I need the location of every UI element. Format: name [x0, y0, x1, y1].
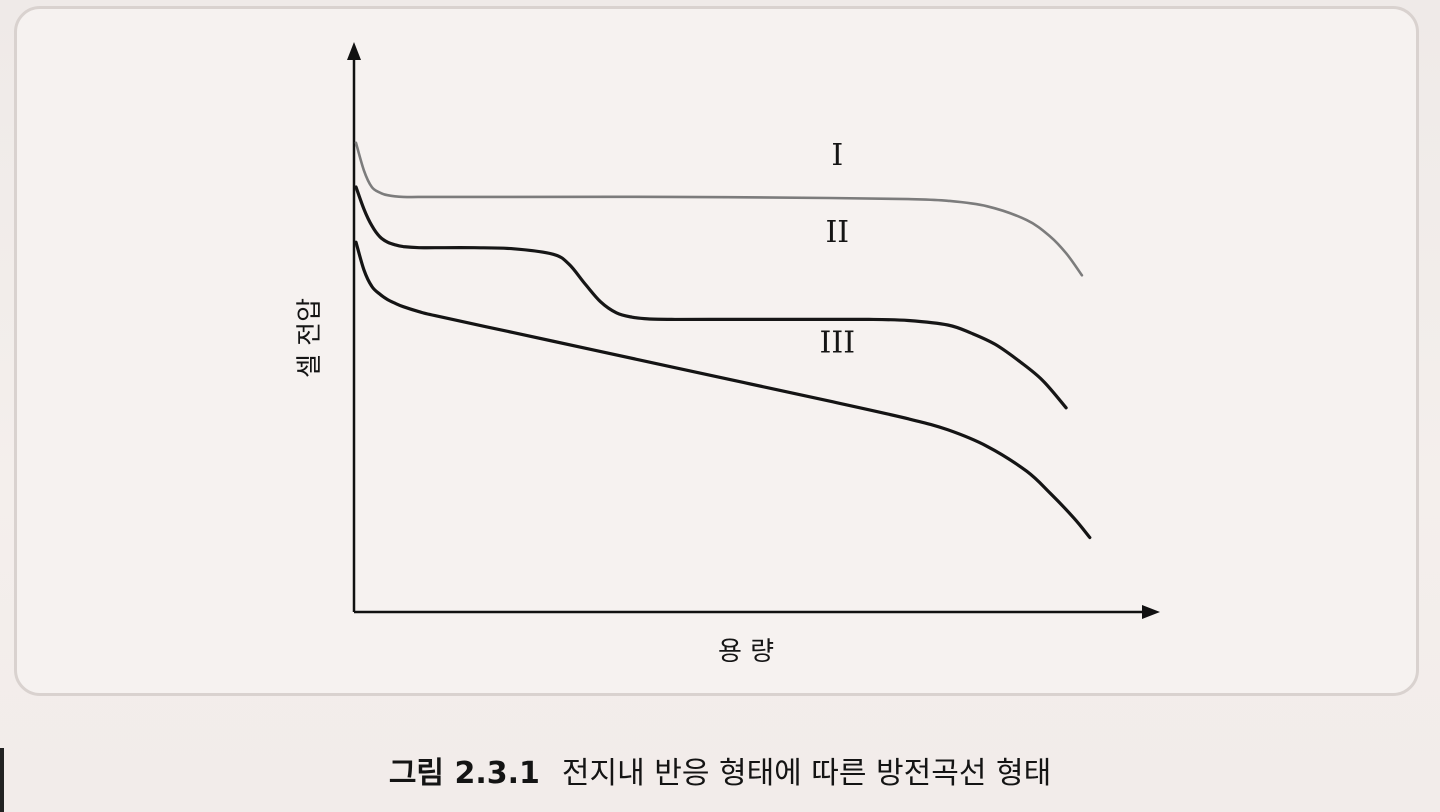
- series-label-i: I: [831, 138, 843, 173]
- x-axis-label: 용 량: [718, 637, 774, 667]
- series-line-iii: [354, 240, 1092, 540]
- caption-text: 전지내 반응 형태에 따른 방전곡선 형태: [561, 756, 1052, 791]
- caption-number: 그림 2.3.1: [388, 756, 540, 791]
- page-edge-mark: [0, 748, 4, 812]
- figure-caption: 그림 2.3.1 전지내 반응 형태에 따른 방전곡선 형태: [0, 748, 1440, 792]
- series-line-ii: [354, 185, 1068, 410]
- series-label-ii: II: [825, 215, 849, 250]
- series-label-iii: III: [820, 326, 856, 361]
- figure-frame: [14, 6, 1419, 696]
- series-line-i: [354, 141, 1084, 277]
- y-axis-label: 셀 전압: [295, 298, 325, 378]
- series-group: [354, 141, 1092, 540]
